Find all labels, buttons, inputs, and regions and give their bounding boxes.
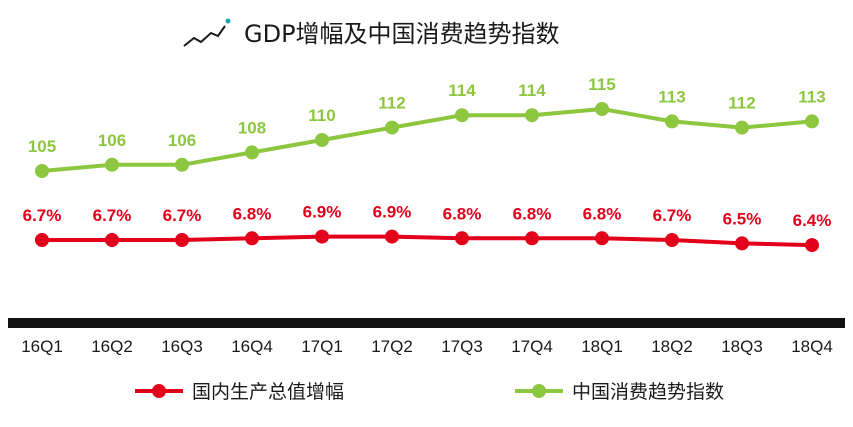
data-label-consumption-17Q3: 114: [448, 81, 476, 100]
legend: 国内生产总值增幅 中国消费趋势指数: [135, 381, 724, 403]
chart-title: GDP增幅及中国消费趋势指数: [244, 20, 560, 48]
data-point-consumption-18Q3: [735, 120, 749, 135]
series-line-gdp: [42, 234, 813, 248]
series-line-consumption: [41, 107, 813, 173]
data-label-consumption-18Q3: 112: [728, 94, 755, 113]
data-label-gdp-18Q4: 6.4%: [793, 211, 832, 230]
data-label-gdp-16Q4: 6.8%: [233, 204, 272, 223]
data-point-gdp-17Q1: [315, 229, 329, 244]
data-label-consumption-16Q4: 108: [238, 118, 266, 137]
data-point-consumption-16Q4: [245, 145, 259, 160]
data-point-gdp-16Q1: [35, 233, 49, 247]
data-point-consumption-17Q2: [385, 120, 399, 135]
data-point-consumption-17Q3: [455, 108, 469, 123]
x-tick-label-16Q3: 16Q3: [161, 337, 203, 356]
data-label-gdp-17Q3: 6.8%: [443, 204, 482, 223]
data-point-consumption-18Q1: [595, 102, 609, 116]
data-label-consumption-18Q1: 115: [588, 75, 615, 94]
data-label-consumption-17Q4: 114: [518, 81, 546, 100]
x-tick-label-16Q1: 16Q1: [21, 337, 63, 356]
data-point-gdp-18Q3: [735, 236, 749, 251]
x-tick-label-17Q4: 17Q4: [511, 337, 553, 356]
data-label-gdp-16Q2: 6.7%: [93, 206, 132, 225]
data-point-consumption-18Q4: [805, 114, 819, 129]
trend-line-icon: [183, 18, 231, 47]
data-label-consumption-18Q4: 113: [798, 87, 825, 106]
x-tick-label-18Q2: 18Q2: [651, 337, 693, 356]
data-label-consumption-17Q1: 110: [308, 106, 335, 125]
x-tick-label-18Q1: 18Q1: [581, 337, 623, 356]
data-label-gdp-16Q1: 6.7%: [23, 206, 62, 225]
data-label-gdp-18Q1: 6.8%: [583, 204, 622, 223]
data-label-gdp-17Q2: 6.9%: [373, 203, 412, 222]
x-tick-label-18Q3: 18Q3: [721, 337, 763, 356]
x-tick-label-16Q4: 16Q4: [231, 337, 273, 356]
data-point-consumption-16Q1: [35, 164, 49, 178]
legend-label-gdp: 国内生产总值增幅: [192, 381, 344, 403]
data-point-gdp-17Q2: [385, 229, 399, 244]
data-label-gdp-18Q2: 6.7%: [653, 206, 692, 225]
data-point-gdp-18Q1: [595, 231, 609, 246]
x-axis-line: [8, 318, 845, 328]
data-point-gdp-17Q3: [455, 231, 469, 246]
x-tick-label-18Q4: 18Q4: [791, 337, 833, 356]
data-label-consumption-18Q2: 113: [658, 87, 685, 106]
data-label-gdp-17Q1: 6.9%: [303, 203, 342, 222]
data-point-consumption-18Q2: [665, 114, 679, 129]
data-point-gdp-17Q4: [525, 231, 539, 246]
data-label-consumption-16Q1: 105: [28, 137, 56, 156]
data-point-gdp-18Q2: [665, 233, 679, 247]
data-point-consumption-16Q3: [175, 157, 189, 172]
data-label-gdp-18Q3: 6.5%: [723, 209, 762, 228]
data-point-gdp-16Q4: [245, 231, 259, 246]
x-tick-label-17Q1: 17Q1: [301, 337, 343, 356]
plot-area: 6.7% 6.7% 6.7% 6.8% 6.9% 6.9% 6.8% 6.8% 6.8% 6.7%…: [23, 75, 832, 253]
x-tick-label-16Q2: 16Q2: [91, 337, 133, 356]
legend-label-consumption: 中国消费趋势指数: [572, 381, 724, 403]
data-point-consumption-16Q2: [105, 157, 119, 172]
x-axis-ticks: 16Q1 16Q2 16Q3 16Q4 17Q1 17Q2 17Q3 17Q4 18Q1 18Q2…: [21, 337, 833, 356]
data-label-consumption-16Q2: 106: [98, 131, 126, 150]
x-tick-label-17Q3: 17Q3: [441, 337, 483, 356]
data-point-consumption-17Q1: [315, 133, 329, 147]
data-label-consumption-16Q3: 106: [168, 131, 196, 150]
data-point-consumption-17Q4: [525, 108, 539, 123]
data-label-consumption-17Q2: 112: [378, 94, 405, 113]
legend-item-gdp: 国内生产总值增幅: [135, 381, 344, 403]
data-label-gdp-17Q4: 6.8%: [513, 204, 552, 223]
data-point-gdp-18Q4: [805, 238, 819, 253]
x-tick-label-17Q2: 17Q2: [371, 337, 413, 356]
data-point-gdp-16Q2: [105, 233, 119, 247]
legend-item-consumption: 中国消费趋势指数: [515, 381, 724, 403]
data-point-gdp-16Q3: [175, 233, 189, 247]
data-label-gdp-16Q3: 6.7%: [163, 206, 202, 225]
